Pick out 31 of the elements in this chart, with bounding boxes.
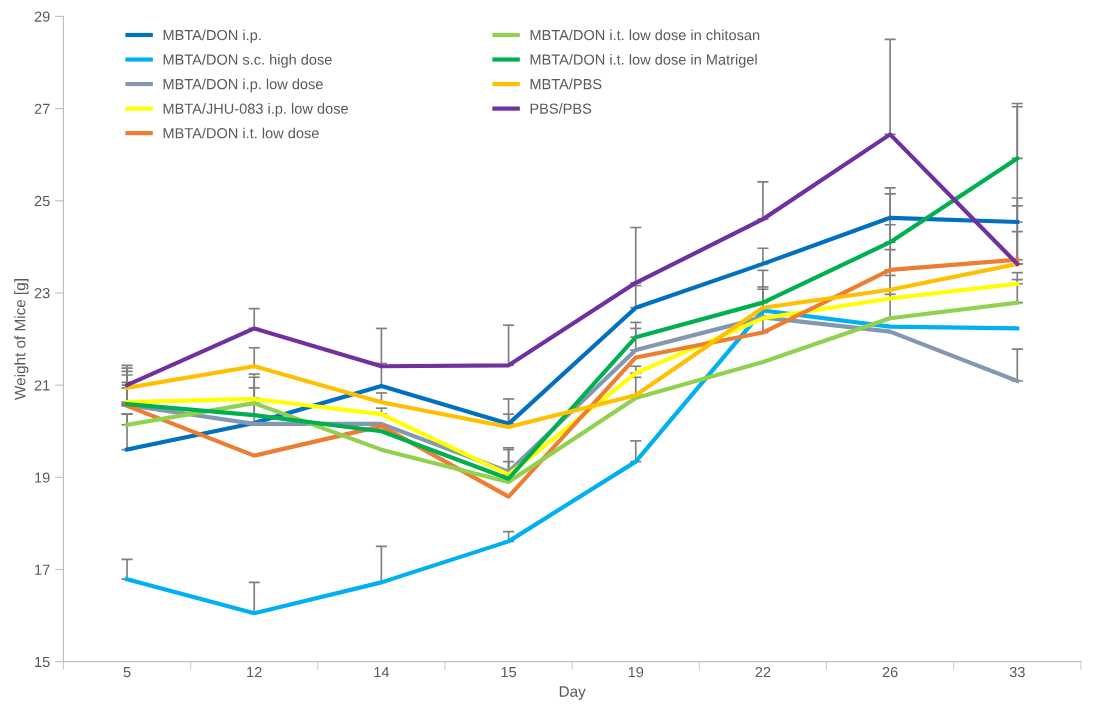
legend-label: MBTA/DON i.p. <box>163 29 261 44</box>
x-axis-title: Day <box>559 686 586 700</box>
x-tick-label: 14 <box>374 667 390 678</box>
x-tick-label: 15 <box>501 667 517 678</box>
line-series <box>124 156 1020 481</box>
y-tick-label: 29 <box>34 11 50 22</box>
y-tick-label: 21 <box>34 380 50 391</box>
legend-label: MBTA/DON i.t. low dose <box>163 127 319 139</box>
y-tick-label: 25 <box>34 195 50 207</box>
legend-label: MBTA/DON s.c. high dose <box>163 54 332 68</box>
y-tick-label: 27 <box>34 103 50 114</box>
y-axis-title: Weight of Mice [g] <box>14 279 29 400</box>
x-tick-label: 22 <box>755 666 771 678</box>
y-tick-label: 19 <box>35 472 50 483</box>
legend-label: MBTA/DON i.p. low dose <box>163 78 323 93</box>
legend-label: PBS/PBS <box>530 103 592 114</box>
x-tick-label: 19 <box>628 666 644 678</box>
legend-label: MBTA/PBS <box>530 78 602 90</box>
x-tick-label: 33 <box>1009 666 1025 678</box>
line-series <box>124 215 1020 452</box>
y-tick-label: 15 <box>35 656 50 668</box>
legend-label: MBTA/DON i.t. low dose in chitosan <box>530 29 760 41</box>
legend-label: MBTA/DON i.t. low dose in Matrigel <box>530 54 757 68</box>
x-tick-label: 5 <box>123 667 131 678</box>
y-tick-label: 17 <box>35 564 50 575</box>
line-series <box>124 308 1020 616</box>
legend-label: MBTA/JHU-083 i.p. low dose <box>163 103 348 117</box>
y-tick-label: 23 <box>34 288 50 299</box>
x-tick-label: 12 <box>247 666 262 678</box>
x-tick-label: 26 <box>882 666 898 678</box>
line-series <box>124 261 1020 430</box>
